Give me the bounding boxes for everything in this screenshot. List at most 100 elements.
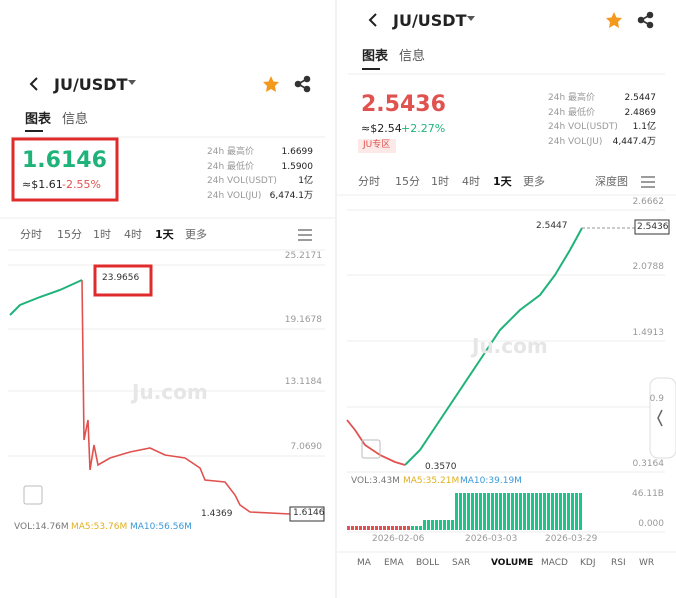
share-icon[interactable] (294, 75, 311, 93)
volume-bar (435, 520, 438, 530)
pair-title: JU/USDT (393, 11, 467, 30)
side-handle[interactable] (649, 377, 676, 459)
indicator-tab[interactable]: KDJ (580, 558, 596, 568)
indicator-tab[interactable]: EMA (384, 558, 404, 568)
axis-label: 1.4913 (632, 328, 665, 338)
indicator-tab[interactable]: VOLUME (491, 558, 534, 568)
volume-bar (427, 520, 430, 530)
tab: 信息 (399, 49, 426, 64)
volume-bar (471, 493, 474, 530)
volume-bar (559, 493, 562, 530)
star-icon[interactable] (606, 12, 622, 28)
indicator-tab[interactable]: SAR (452, 558, 471, 568)
expand-icon[interactable] (361, 439, 381, 459)
price-line (9, 279, 83, 316)
axis-label: 19.1678 (284, 315, 322, 325)
volume-bar (423, 520, 426, 530)
last-label: 1.6146 (293, 508, 325, 518)
timeframe[interactable]: 分时 (358, 175, 380, 188)
volume-bar (367, 526, 370, 530)
caret[interactable] (128, 80, 136, 85)
stat-label: 24h 最低价 (207, 161, 255, 172)
volume-bar (403, 526, 406, 530)
volume-indicator: MA10:56.56M (130, 522, 192, 532)
depth-chart[interactable]: 深度图 (595, 175, 628, 188)
timeframe[interactable]: 1天 (155, 228, 174, 241)
indicator-tab[interactable]: MACD (541, 558, 568, 568)
indicator-tab[interactable]: BOLL (416, 558, 440, 568)
caret[interactable] (467, 16, 475, 21)
timeframe[interactable]: 4时 (462, 175, 480, 188)
timeframe[interactable]: 15分 (395, 175, 420, 188)
volume-bar (483, 493, 486, 530)
volume-bar (355, 526, 358, 530)
volume-bar (459, 493, 462, 530)
volume-bar (503, 493, 506, 530)
low-label: 1.4369 (201, 509, 233, 519)
timeframe[interactable]: 更多 (523, 175, 545, 188)
tab: 信息 (62, 112, 89, 127)
volume-bar (479, 493, 482, 530)
stat-value: 1.1亿 (632, 122, 656, 132)
watermark: Ju.com (132, 380, 208, 404)
grid (347, 209, 665, 533)
volume-indicator: VOL:3.43M (351, 476, 400, 486)
timeframe[interactable]: 15分 (57, 228, 82, 241)
timeframe[interactable]: 1时 (93, 228, 111, 241)
volume-bar (447, 520, 450, 530)
back-icon[interactable] (29, 77, 38, 91)
grid (8, 249, 325, 457)
volume-bar (439, 520, 442, 530)
price-line (404, 227, 583, 466)
axis-label: 0.9 (649, 394, 664, 404)
volume-bar (555, 493, 558, 530)
volume-axis-label: 0.000 (638, 519, 664, 529)
volume-bar (571, 493, 574, 530)
volume-bar (415, 526, 418, 530)
settings-icon[interactable] (298, 229, 312, 241)
volume-indicator: MA5:35.21M (403, 476, 460, 486)
volume-bar (543, 493, 546, 530)
usd-price: ≈$2.54 (361, 122, 402, 135)
volume-bar (383, 526, 386, 530)
share-icon[interactable] (637, 11, 654, 29)
volume-bar (487, 493, 490, 530)
indicator-tab[interactable]: RSI (611, 558, 626, 568)
date-label: 2026-03-29 (545, 534, 598, 544)
last-price-box (289, 506, 325, 522)
timeframe[interactable]: 1时 (431, 175, 449, 188)
change-percent: +2.27% (401, 122, 446, 135)
expand-icon[interactable] (23, 485, 43, 505)
timeframe[interactable]: 1天 (493, 175, 512, 188)
timeframe[interactable]: 分时 (20, 228, 42, 241)
volume-bar (475, 493, 478, 530)
volume-bar (399, 526, 402, 530)
star-icon[interactable] (263, 76, 279, 92)
indicator-tab[interactable]: WR (639, 558, 655, 568)
volume-bar (523, 493, 526, 530)
volume-bar (351, 526, 354, 530)
volume-bar (575, 493, 578, 530)
volume-bar (551, 493, 554, 530)
highlight-box (11, 137, 119, 202)
watermark: Ju.com (472, 334, 548, 358)
settings-icon[interactable] (641, 176, 655, 188)
volume-bar (531, 493, 534, 530)
last-label: 2.5436 (637, 222, 669, 232)
indicator-tab[interactable]: MA (357, 558, 371, 568)
volume-bar (371, 526, 374, 530)
stat-value: 6,474.1万 (269, 190, 313, 201)
stat-label: 24h VOL(JU) (207, 190, 262, 201)
volume-bar (491, 493, 494, 530)
volume-bar (579, 493, 582, 530)
volume-bar (539, 493, 542, 530)
volume-bar (387, 526, 390, 530)
timeframe[interactable]: 更多 (185, 228, 207, 241)
back-icon[interactable] (368, 13, 377, 27)
axis-label: 7.0690 (290, 442, 323, 452)
axis-label: 0.3164 (632, 459, 665, 469)
timeframe[interactable]: 4时 (124, 228, 142, 241)
last-price: 1.6146 (22, 148, 107, 173)
date-label: 2026-03-03 (465, 534, 518, 544)
